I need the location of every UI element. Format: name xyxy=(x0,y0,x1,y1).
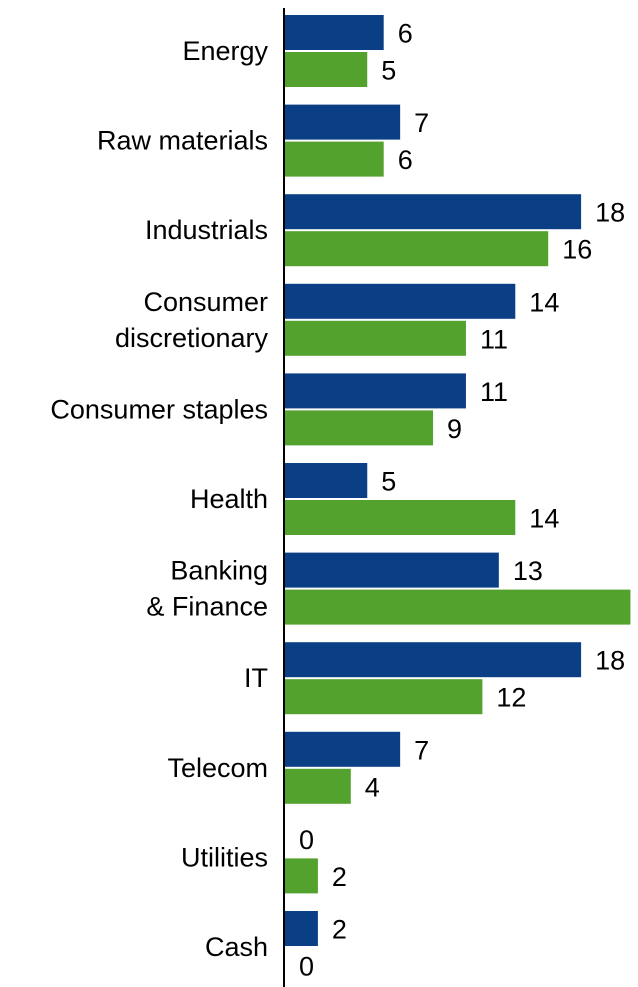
category-label-line: Banking xyxy=(170,556,268,586)
bar-series1-it xyxy=(285,642,582,678)
category-label-line: Health xyxy=(190,484,268,514)
category-label-cash: Cash xyxy=(205,932,268,962)
category-label-health: Health xyxy=(190,484,268,514)
bar-series2-raw-materials xyxy=(285,141,384,177)
category-label-line: Cash xyxy=(205,932,268,962)
bar-series2-industrials xyxy=(285,231,549,267)
category-labels: Energy Raw materials Industrials Consumer di… xyxy=(50,36,268,962)
value-label-series2-consumer-staples: 9 xyxy=(447,414,462,444)
value-label-series2-health: 14 xyxy=(529,504,559,534)
value-label-series2-energy: 5 xyxy=(381,56,396,86)
bar-series1-cash xyxy=(285,911,318,946)
category-label-line: Consumer staples xyxy=(50,394,268,424)
value-label-series1-utilities: 0 xyxy=(299,825,314,855)
value-label-series2-cash: 0 xyxy=(299,952,314,982)
bar-series2-energy xyxy=(285,52,368,87)
value-label-series1-telecom: 7 xyxy=(414,735,429,765)
category-label-line: IT xyxy=(244,663,268,693)
category-label-industrials: Industrials xyxy=(145,215,268,245)
category-label-telecom: Telecom xyxy=(167,753,268,783)
bar-series1-consumer-staples xyxy=(285,373,466,409)
bar-series1-banking-and-finance xyxy=(285,552,499,588)
category-label-energy: Energy xyxy=(182,36,268,66)
category-label-line: Energy xyxy=(182,36,268,66)
category-label-line: Utilities xyxy=(181,842,268,872)
bar-series2-utilities xyxy=(285,858,318,894)
bar-series2-telecom xyxy=(285,768,351,804)
category-label-it: IT xyxy=(244,663,268,693)
category-label-line: Raw materials xyxy=(97,126,268,156)
category-label-utilities: Utilities xyxy=(181,842,268,872)
value-label-series2-raw-materials: 6 xyxy=(398,145,413,175)
category-label-raw-materials: Raw materials xyxy=(97,126,268,156)
value-label-series2-it: 12 xyxy=(496,683,526,713)
value-label-series1-energy: 6 xyxy=(398,19,413,49)
category-label-line: & Finance xyxy=(146,592,268,622)
value-label-series1-consumer-discretionary: 14 xyxy=(529,287,559,317)
bar-series2-consumer-staples xyxy=(285,410,434,446)
bar-series1-raw-materials xyxy=(285,104,401,140)
value-label-series1-raw-materials: 7 xyxy=(414,108,429,138)
bar-series1-telecom xyxy=(285,731,401,767)
bar-series2-it xyxy=(285,679,483,715)
bar-series2-banking-and-finance xyxy=(285,589,631,625)
value-label-series1-industrials: 18 xyxy=(595,198,625,228)
value-label-series1-consumer-staples: 11 xyxy=(480,377,508,407)
value-label-series1-cash: 2 xyxy=(332,915,347,945)
value-label-series2-industrials: 16 xyxy=(562,235,592,265)
category-label-line: Telecom xyxy=(167,753,268,783)
category-label-line: Industrials xyxy=(145,215,268,245)
value-label-series2-telecom: 4 xyxy=(365,772,380,802)
value-label-series2-consumer-discretionary: 11 xyxy=(480,324,508,354)
bars xyxy=(285,15,631,946)
bar-series2-health xyxy=(285,500,516,535)
category-label-line: discretionary xyxy=(115,323,269,353)
value-label-series1-banking-and-finance: 13 xyxy=(513,556,543,586)
bar-series1-consumer-discretionary xyxy=(285,283,516,319)
value-labels: 65761816141111951413211812740220 xyxy=(299,19,625,982)
bar-series1-health xyxy=(285,463,368,498)
value-label-series1-it: 18 xyxy=(595,646,625,676)
bar-series1-industrials xyxy=(285,194,582,230)
value-label-series2-utilities: 2 xyxy=(332,862,347,892)
category-label-consumer-discretionary: Consumer discretionary xyxy=(115,287,269,353)
value-label-series1-health: 5 xyxy=(381,467,396,497)
category-label-banking-and-finance: Banking & Finance xyxy=(146,556,268,622)
category-label-line: Consumer xyxy=(143,287,268,317)
bar-series2-consumer-discretionary xyxy=(285,320,466,356)
bar-series1-energy xyxy=(285,15,384,50)
category-label-consumer-staples: Consumer staples xyxy=(50,394,268,424)
